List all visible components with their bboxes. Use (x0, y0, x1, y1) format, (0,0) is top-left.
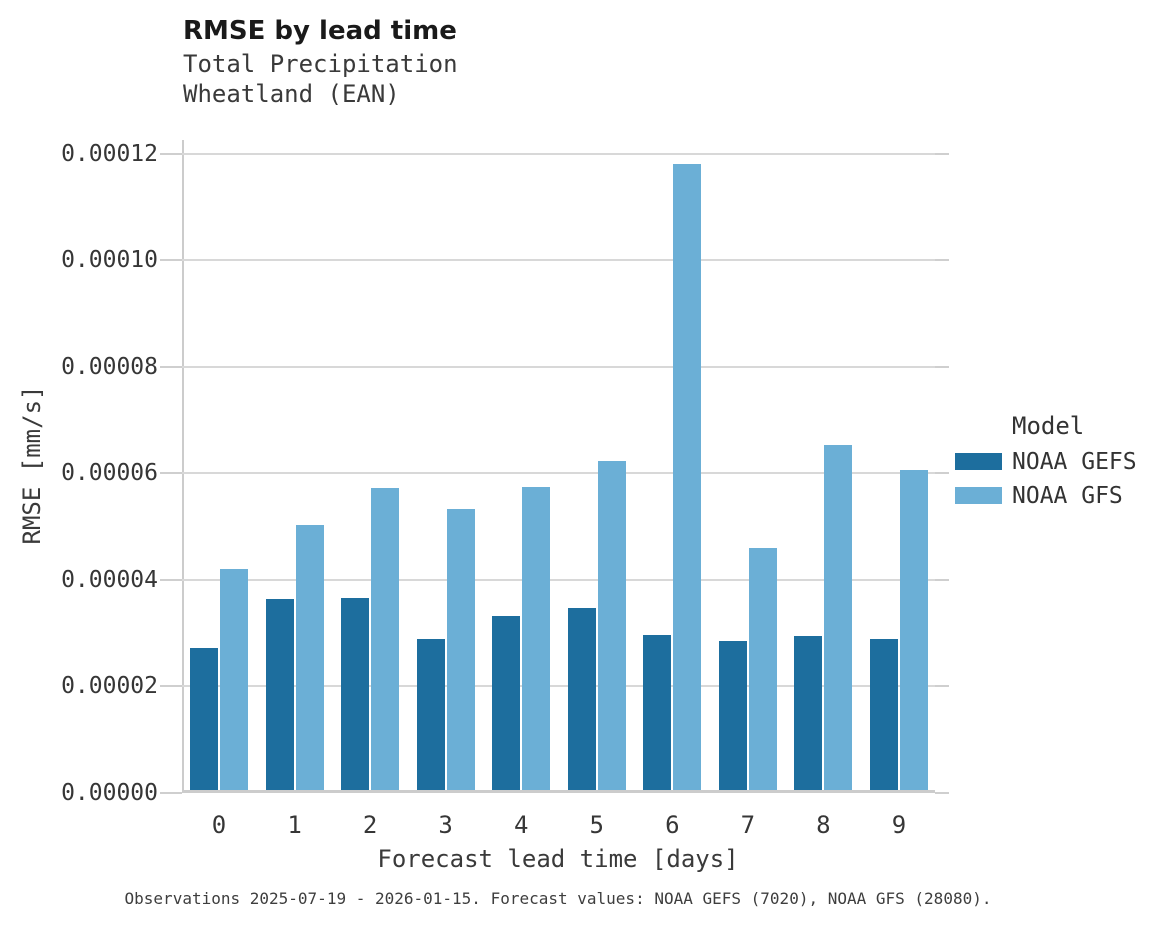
chart-subtitle-variable: Total Precipitation (183, 50, 458, 78)
x-tick-label: 2 (362, 811, 378, 839)
y-tick-mark (160, 578, 182, 581)
x-tick-label: 5 (589, 811, 604, 839)
gridline (182, 259, 935, 262)
y-tick-mark (160, 792, 182, 794)
legend-label-noaa-gefs: NOAA GEFS (1012, 449, 1137, 475)
bar-noaa-gefs-lead-2 (341, 598, 370, 791)
y-tick-label: 0.00012 (61, 140, 158, 167)
y-tick-mark (160, 472, 182, 475)
y-tick-label: 0.00002 (61, 673, 158, 700)
bar-noaa-gfs-lead-3 (446, 509, 475, 791)
y-tick-mark (160, 365, 182, 368)
bar-noaa-gfs-lead-9 (899, 469, 928, 791)
y-tick-mark (160, 685, 182, 688)
y-tick-label: 0.00010 (61, 247, 158, 274)
x-tick-label: 9 (891, 811, 907, 839)
x-tick-label: 6 (665, 811, 680, 839)
bar-noaa-gefs-lead-9 (869, 639, 898, 791)
gridline (182, 472, 935, 475)
y-tick-mark-right (935, 259, 949, 262)
bar-noaa-gefs-lead-1 (265, 599, 294, 791)
chart-subtitle-station: Wheatland (EAN) (183, 80, 400, 108)
x-tick-label: 1 (287, 811, 302, 839)
gridline (182, 152, 935, 155)
y-tick-label: 0.00006 (61, 460, 158, 487)
chart-title: RMSE by lead time (183, 16, 457, 46)
y-tick-mark-right (935, 685, 949, 688)
legend-label-noaa-gfs: NOAA GFS (1012, 483, 1123, 509)
bar-noaa-gfs-lead-0 (220, 568, 248, 791)
bar-noaa-gfs-lead-7 (748, 548, 777, 791)
y-tick-mark-right (935, 792, 949, 794)
legend-title: Model (1012, 412, 1085, 440)
gridline (182, 578, 935, 581)
y-tick-mark-right (935, 152, 949, 155)
y-tick-mark-right (935, 472, 949, 475)
x-tick-label: 4 (513, 811, 529, 839)
legend-swatch-noaa-gefs (955, 453, 1002, 470)
bar-noaa-gfs-lead-8 (824, 444, 853, 791)
bar-noaa-gefs-lead-4 (492, 615, 521, 791)
bar-noaa-gefs-lead-5 (567, 607, 596, 791)
bar-noaa-gefs-lead-3 (416, 639, 445, 791)
y-tick-label: 0.00004 (61, 566, 158, 593)
bar-noaa-gefs-lead-6 (643, 634, 672, 791)
bar-noaa-gfs-lead-4 (522, 486, 551, 791)
legend-swatch-noaa-gfs (955, 487, 1002, 504)
bar-noaa-gfs-lead-2 (371, 488, 400, 791)
y-tick-mark (160, 259, 182, 262)
plot-panel (182, 140, 935, 793)
x-tick-label: 8 (816, 811, 831, 839)
gridline (182, 365, 935, 368)
bar-noaa-gfs-lead-5 (597, 460, 626, 791)
x-tick-label: 0 (211, 811, 227, 839)
gridline (182, 685, 935, 688)
y-tick-mark-right (935, 578, 949, 581)
y-tick-label: 0.00000 (61, 780, 158, 806)
bar-noaa-gfs-lead-1 (295, 525, 324, 791)
x-axis-title: Forecast lead time [days] (377, 845, 739, 873)
bar-noaa-gefs-lead-0 (190, 648, 218, 791)
y-tick-mark-right (935, 365, 949, 368)
x-tick-label: 7 (740, 811, 756, 839)
x-tick-label: 3 (438, 811, 453, 839)
y-tick-label: 0.00008 (61, 353, 158, 380)
x-axis-spine (182, 790, 935, 793)
y-tick-mark (160, 152, 182, 155)
caption: Observations 2025-07-19 - 2026-01-15. Fo… (124, 889, 992, 908)
bar-noaa-gefs-lead-7 (718, 640, 747, 791)
bar-noaa-gefs-lead-8 (794, 635, 823, 791)
bar-noaa-gfs-lead-6 (673, 163, 702, 791)
y-axis-spine (182, 140, 184, 793)
